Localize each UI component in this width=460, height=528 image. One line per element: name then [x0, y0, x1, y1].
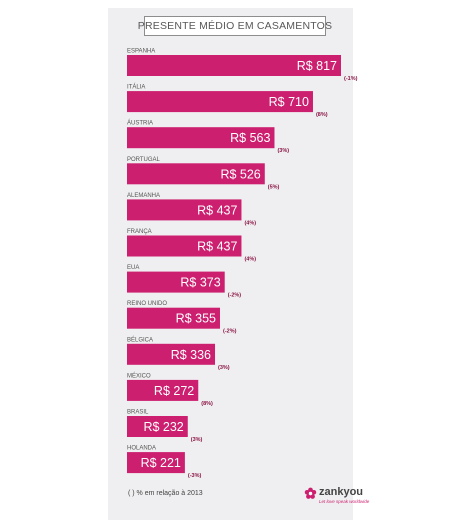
bar [127, 127, 275, 149]
value-label: R$ 710 [269, 95, 309, 109]
bar [127, 199, 242, 221]
bar [127, 452, 185, 474]
category-label: BRASIL [127, 410, 149, 416]
category-label: REINO UNIDO [127, 301, 167, 307]
category-label: ITÁLIA [127, 84, 145, 91]
change-label: (8%) [316, 112, 328, 118]
zankyou-logo: zankyou Let love speak worldwide [304, 486, 369, 510]
value-label: R$ 355 [176, 312, 216, 326]
change-label: (-2%) [223, 329, 237, 335]
change-label: (-3%) [188, 473, 202, 479]
change-label: (8%) [201, 401, 213, 407]
value-label: R$ 437 [197, 203, 237, 217]
value-label: R$ 373 [180, 276, 220, 290]
value-label: R$ 221 [141, 456, 181, 470]
bar [127, 416, 188, 437]
bar [127, 379, 199, 401]
footnote: ( ) % em relação à 2013 [128, 490, 203, 497]
change-label: (-2%) [228, 293, 242, 299]
value-label: R$ 817 [297, 59, 337, 73]
bar [127, 343, 216, 365]
category-label: ESPANHA [127, 49, 155, 55]
bar [127, 235, 242, 257]
change-label: (3%) [277, 148, 289, 154]
change-label: (-1%) [344, 76, 358, 82]
value-label: R$ 232 [143, 420, 183, 434]
bar [127, 55, 341, 76]
category-label: ÁUSTRIA [127, 120, 153, 127]
change-label: (4%) [244, 220, 256, 226]
value-label: R$ 437 [197, 240, 237, 254]
chart-title: PRESENTE MÉDIO EM CASAMENTOS [138, 16, 332, 36]
value-label: R$ 526 [220, 167, 260, 181]
value-label: R$ 272 [154, 384, 194, 398]
change-label: (4%) [244, 257, 256, 263]
logo-tagline: Let love speak worldwide [319, 499, 370, 504]
category-label: FRANÇA [127, 229, 152, 235]
category-label: ALEMANHA [127, 193, 160, 199]
change-label: (5%) [268, 184, 280, 190]
bar [127, 307, 220, 329]
logo-wordmark: zankyou [319, 486, 364, 498]
flower-logo-icon [304, 487, 317, 499]
category-label: BÉLGICA [127, 336, 153, 343]
category-label: MÉXICO [127, 372, 151, 379]
value-label: R$ 563 [230, 131, 270, 145]
bar [127, 163, 265, 185]
bar [127, 271, 225, 293]
bar [127, 91, 313, 113]
value-label: R$ 336 [171, 348, 211, 362]
category-label: EUA [127, 265, 139, 271]
change-label: (3%) [191, 437, 203, 443]
category-label: PORTUGAL [127, 157, 161, 163]
category-label: HOLANDA [127, 446, 156, 452]
change-label: (3%) [218, 365, 230, 371]
